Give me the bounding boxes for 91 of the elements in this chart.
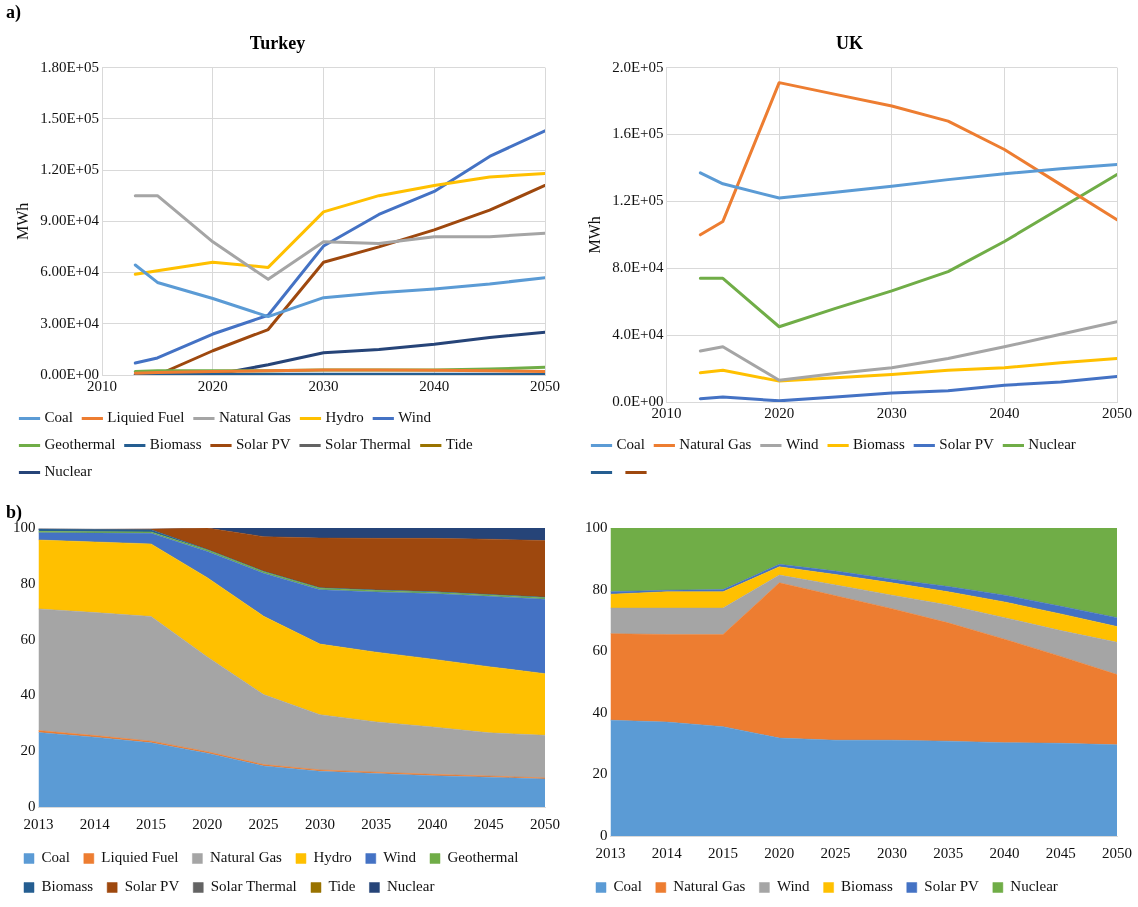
legend-label: Wind <box>383 849 417 866</box>
y-tick-label: 0 <box>600 826 608 843</box>
legend-label: Geothermal <box>447 849 519 866</box>
text: a) <box>6 1 21 23</box>
x-tick-label: 2013 <box>23 815 54 832</box>
legend-label: Biomass <box>841 878 893 895</box>
y-tick-label: 1.2E+05 <box>612 192 664 209</box>
x-tick-label: 2035 <box>361 815 392 832</box>
y-tick-label: 1.6E+05 <box>612 125 664 142</box>
legend-label: Solar PV <box>235 436 291 453</box>
legend-label: Natural Gas <box>218 409 292 426</box>
y-tick-label: 3.00E+04 <box>40 314 100 331</box>
x-tick-label: 2020 <box>764 404 795 421</box>
legend-label: Natural Gas <box>209 849 283 866</box>
x-tick-label: 2015 <box>708 844 739 861</box>
x-tick-label: 2035 <box>933 844 964 861</box>
legend-label: Wind <box>776 878 811 895</box>
legend-label: Nuclear <box>44 463 92 480</box>
legend-label: Geothermal <box>44 436 116 453</box>
y-tick-label: 1.80E+05 <box>40 58 100 75</box>
legend-label: Natural Gas <box>673 878 746 895</box>
x-tick-label: 2050 <box>530 377 560 394</box>
legend-label: Tide <box>328 878 356 895</box>
y-tick-label: 4.0E+04 <box>612 326 665 343</box>
legend-label: Coal <box>613 878 642 895</box>
x-tick-label: 2014 <box>651 844 683 861</box>
x-tick-label: 2030 <box>304 815 335 832</box>
y-tick-label: 2.0E+05 <box>612 58 664 75</box>
legend-label: Coal <box>616 436 645 453</box>
y-tick-label: 60 <box>20 630 36 647</box>
x-tick-label: 2045 <box>1045 844 1076 861</box>
x-tick-label: 2020 <box>192 815 223 832</box>
y-tick-label: 8.0E+04 <box>612 259 665 276</box>
legend-label: Tide <box>445 436 474 453</box>
legend-label: Solar PV <box>924 878 980 895</box>
legend-label: Natural Gas <box>679 436 752 453</box>
x-tick-label: 2045 <box>473 815 504 832</box>
legend-label: Solar PV <box>939 436 995 453</box>
legend-label: Coal <box>41 849 70 866</box>
legend-label: Solar PV <box>124 878 180 895</box>
y-tick-label: 100 <box>585 518 608 535</box>
y-tick-label: 20 <box>20 742 36 759</box>
y-tick-label: 0.0E+00 <box>612 392 664 409</box>
y-tick-label: 40 <box>592 703 608 720</box>
y-tick-label: 20 <box>592 765 608 782</box>
x-tick-label: 2050 <box>1102 404 1132 421</box>
legend-label: Wind <box>785 436 820 453</box>
y-tick-label: 6.00E+04 <box>40 263 100 280</box>
x-tick-label: 2030 <box>308 377 339 394</box>
legend-label: Biomass <box>853 436 905 453</box>
y-axis-title: MWh <box>13 202 31 240</box>
legend-label: Biomass <box>41 878 94 895</box>
x-tick-label: 2030 <box>876 404 907 421</box>
y-tick-label: 0 <box>28 797 36 814</box>
x-tick-label: 2040 <box>989 404 1020 421</box>
legend-label: Hydro <box>325 409 364 426</box>
x-tick-label: 2040 <box>417 815 448 832</box>
chart-title: UK <box>836 33 863 54</box>
y-tick-label: 80 <box>20 574 36 591</box>
y-axis-title: MWh <box>585 216 603 254</box>
y-tick-label: 40 <box>20 686 36 703</box>
x-tick-label: 2014 <box>79 815 111 832</box>
x-tick-label: 2013 <box>595 844 626 861</box>
x-tick-label: 2030 <box>876 844 907 861</box>
chart-title: Turkey <box>249 33 306 54</box>
legend-label: Nuclear <box>1028 436 1076 453</box>
legend-label: Solar Thermal <box>210 878 297 895</box>
x-tick-label: 2020 <box>764 844 795 861</box>
y-tick-label: 9.00E+04 <box>40 212 100 229</box>
legend-label: Biomass <box>149 436 202 453</box>
legend-label: Liquied Fuel <box>107 409 185 426</box>
x-tick-label: 2040 <box>989 844 1020 861</box>
x-tick-label: 2040 <box>419 377 450 394</box>
y-tick-label: 60 <box>592 642 608 659</box>
legend-label: Solar Thermal <box>325 436 412 453</box>
y-tick-label: 0.00E+00 <box>40 365 100 382</box>
x-tick-label: 2020 <box>197 377 228 394</box>
x-tick-label: 2025 <box>248 815 279 832</box>
x-tick-label: 2050 <box>530 815 560 832</box>
x-tick-label: 2025 <box>820 844 851 861</box>
y-tick-label: 80 <box>592 580 608 597</box>
y-tick-label: 1.50E+05 <box>40 109 100 126</box>
x-tick-label: 2050 <box>1102 844 1132 861</box>
y-tick-label: 1.20E+05 <box>40 161 100 177</box>
legend-label: Coal <box>44 409 73 426</box>
legend-label: Nuclear <box>386 878 435 895</box>
legend-label: Wind <box>398 409 432 426</box>
x-tick-label: 2015 <box>136 815 167 832</box>
legend-label: Liquied Fuel <box>101 849 179 866</box>
legend-label: Hydro <box>313 849 352 866</box>
legend-label: Nuclear <box>1010 878 1058 895</box>
